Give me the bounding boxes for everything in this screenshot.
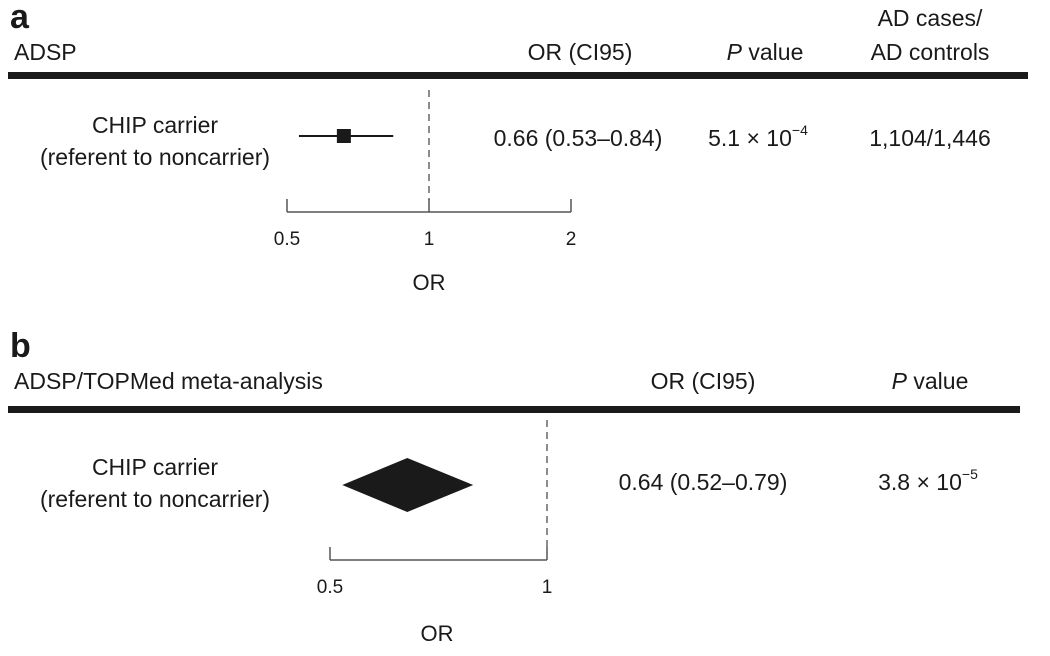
panel-b-p-base: 3.8 × 10 [878, 469, 962, 495]
panel-b-x-axis: 0.5 1 [317, 547, 553, 598]
panel-b-p-value: 3.8 × 10−5 [878, 466, 978, 495]
panel-a-tick-label-0: 0.5 [274, 229, 300, 250]
panel-a-x-axis-title: OR [413, 270, 446, 295]
panel-b-header-or-ci: OR (CI95) [651, 368, 756, 394]
panel-a-header-p-word: value [748, 39, 803, 65]
panel-a-header-cases-line1: AD cases/ [878, 5, 983, 31]
panel-a-header-p-value: P value [727, 39, 804, 65]
panel-a-row-label-line2: (referent to noncarrier) [40, 144, 270, 170]
panel-b-p-exponent: −5 [962, 466, 978, 482]
panel-a-header-p-italic: P [727, 39, 743, 65]
panel-a-header-rule [8, 72, 1028, 79]
panel-b-header-rule [8, 406, 1020, 413]
panel-a-tick-label-1: 1 [424, 229, 435, 250]
panel-b-title: ADSP/TOPMed meta-analysis [14, 368, 323, 394]
panel-a-header-or-ci: OR (CI95) [528, 39, 633, 65]
panel-a-p-value: 5.1 × 10−4 [708, 122, 808, 151]
panel-b-pooled-estimate-diamond [342, 458, 474, 512]
panel-b-letter: b [10, 327, 31, 365]
panel-b: b ADSP/TOPMed meta-analysis OR (CI95) P … [8, 327, 1020, 646]
panel-b-tick-label-0: 0.5 [317, 577, 343, 598]
panel-a-cases-controls: 1,104/1,446 [869, 125, 991, 151]
panel-a-x-axis: 0.5 1 2 [274, 199, 577, 250]
panel-b-x-axis-title: OR [421, 621, 454, 646]
panel-b-tick-label-1: 1 [542, 577, 553, 598]
panel-a-or-ci-value: 0.66 (0.53–0.84) [494, 125, 663, 151]
panel-b-header-p-italic: P [892, 368, 908, 394]
panel-a-p-base: 5.1 × 10 [708, 125, 792, 151]
panel-a-p-exponent: −4 [792, 122, 808, 138]
panel-a-title: ADSP [14, 39, 77, 65]
panel-a-row-label-line1: CHIP carrier [92, 112, 218, 138]
panel-a-tick-label-2: 2 [566, 229, 577, 250]
panel-a-header-cases-line2: AD controls [871, 39, 990, 65]
panel-b-or-ci-value: 0.64 (0.52–0.79) [619, 469, 788, 495]
panel-b-header-p-value: P value [892, 368, 969, 394]
panel-a: a ADSP OR (CI95) P value AD cases/ AD co… [8, 0, 1028, 295]
panel-b-header-p-word: value [913, 368, 968, 394]
panel-a-letter: a [10, 0, 30, 36]
panel-b-row-label-line2: (referent to noncarrier) [40, 486, 270, 512]
panel-a-point-estimate [336, 129, 351, 143]
panel-b-row-label-line1: CHIP carrier [92, 454, 218, 480]
